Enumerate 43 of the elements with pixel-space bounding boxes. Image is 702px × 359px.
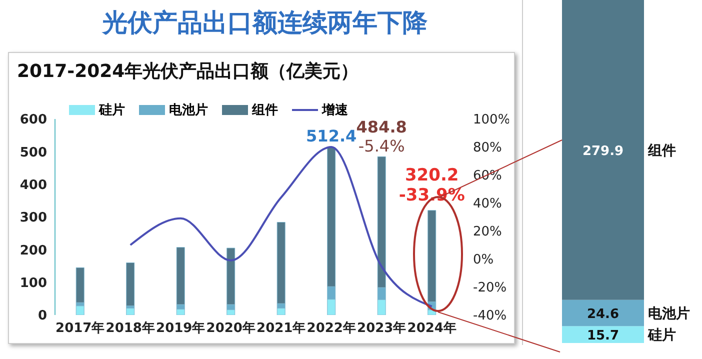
legend-label: 硅片 <box>98 102 125 119</box>
bar <box>176 308 185 315</box>
x-tick-label: 2023年 <box>357 321 406 336</box>
x-tick-label: 2021年 <box>256 321 306 336</box>
bar <box>276 308 286 315</box>
bar <box>76 267 84 303</box>
y-tick-label: 500 <box>20 145 47 160</box>
y-tick-label: 600 <box>20 112 47 128</box>
bar <box>76 306 84 315</box>
y2-tick-label: -20% <box>473 280 507 296</box>
x-tick-label: 2024年 <box>407 321 456 336</box>
y2-tick-label: 40% <box>473 196 502 212</box>
x-tick-label: 2020年 <box>206 321 256 336</box>
x-tick-label: 2018年 <box>106 321 155 336</box>
y-tick-label: 100 <box>20 276 47 291</box>
total-label: 512.4 <box>306 126 357 146</box>
y2-tick-label: -40% <box>473 308 507 324</box>
total-label: 320.2 <box>404 165 459 186</box>
legend-label: 电池片 <box>168 102 208 119</box>
growth-note: -5.4% <box>358 136 405 156</box>
x-tick-label: 2017年 <box>56 321 105 336</box>
y2-tick-label: 20% <box>473 224 502 240</box>
data-label: 15.7 <box>586 328 620 344</box>
data-label: 279.9 <box>582 144 624 159</box>
series-label: 组件 <box>647 142 676 159</box>
y-tick-label: 200 <box>20 243 47 258</box>
x-tick-label: 2022年 <box>306 321 356 336</box>
legend-label: 组件 <box>250 102 278 119</box>
y2-tick-label: 0% <box>473 252 494 268</box>
y2-tick-label: 80% <box>473 140 502 156</box>
legend-label: 增速 <box>320 102 348 119</box>
series-label: 电池片 <box>648 306 690 322</box>
data-label: 24.6 <box>586 307 620 322</box>
y-tick-label: 300 <box>20 210 47 226</box>
bar <box>126 308 135 315</box>
total-label: 484.8 <box>356 118 407 137</box>
chart-title: 光伏产品出口额连续两年下降 <box>100 7 428 39</box>
chart-subtitle: 2017-2024年光伏产品出口额（亿美元） <box>17 60 359 83</box>
y-tick-label: 0 <box>38 308 47 324</box>
y-tick-label: 400 <box>20 178 47 193</box>
series-label: 硅片 <box>647 328 676 344</box>
bar <box>126 262 135 306</box>
x-tick-label: 2019年 <box>156 321 206 336</box>
